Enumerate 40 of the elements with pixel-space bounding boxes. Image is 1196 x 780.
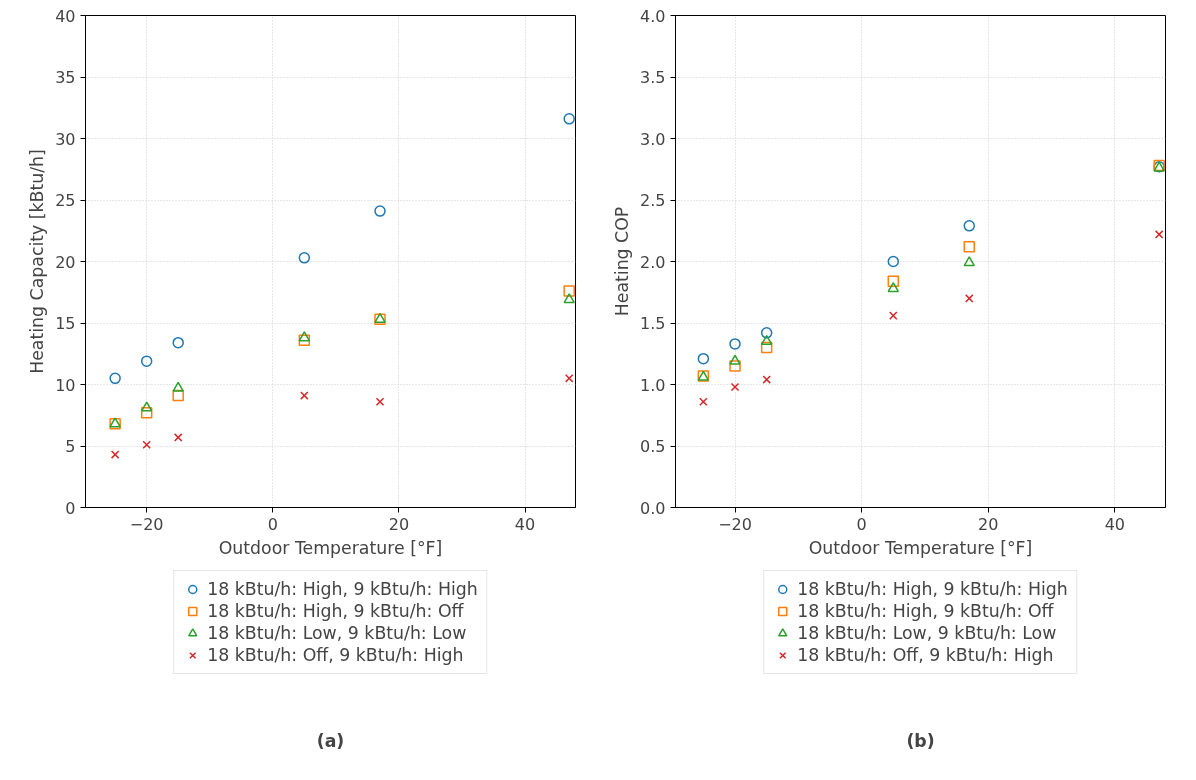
y-tick-label: 30 xyxy=(55,129,76,149)
legend-label: 18 kBtu/h: Off, 9 kBtu/h: High xyxy=(797,645,1054,665)
y-tick-label: 10 xyxy=(55,375,76,395)
x-axis-title: Outdoor Temperature [°F] xyxy=(808,537,1033,558)
y-tick-label: 1.0 xyxy=(640,375,666,395)
y-tick-label: 25 xyxy=(55,191,76,210)
legend-label: 18 kBtu/h: Low, 9 kBtu/h: Low xyxy=(207,623,467,643)
text: (a) xyxy=(316,730,345,751)
x-axis-title: Outdoor Temperature [°F] xyxy=(218,537,443,558)
y-tick-label: 35 xyxy=(55,68,76,87)
y-tick-label: 0.0 xyxy=(640,498,666,518)
y-tick-label: 5 xyxy=(65,437,76,456)
x-tick-label: 0 xyxy=(267,514,278,534)
y-tick-label: 4.0 xyxy=(640,6,666,26)
y-tick-label: 40 xyxy=(55,6,76,26)
x-tick-label: 20 xyxy=(978,514,999,534)
x-tick-label: −20 xyxy=(129,514,164,534)
legend-label: 18 kBtu/h: High, 9 kBtu/h: Off xyxy=(797,601,1054,621)
legend-label: 18 kBtu/h: Low, 9 kBtu/h: Low xyxy=(797,623,1057,643)
x-tick-label: 0 xyxy=(856,514,867,534)
legend-label: 18 kBtu/h: High, 9 kBtu/h: High xyxy=(797,579,1068,599)
y-tick-label: 3.0 xyxy=(640,129,666,149)
x-tick-label: 40 xyxy=(1104,514,1126,534)
x-tick-label: −20 xyxy=(718,514,752,534)
y-tick-label: 2.5 xyxy=(640,191,666,210)
text: (b) xyxy=(906,730,935,751)
y-tick-label: 20 xyxy=(55,252,76,272)
legend-label: 18 kBtu/h: High, 9 kBtu/h: High xyxy=(207,579,478,599)
y-tick-label: 1.5 xyxy=(640,314,666,333)
y-tick-label: 0.5 xyxy=(640,437,666,456)
legend-label: 18 kBtu/h: Off, 9 kBtu/h: High xyxy=(207,645,464,665)
y-tick-label: 3.5 xyxy=(640,68,666,87)
y-tick-label: 0 xyxy=(65,498,76,518)
y-axis-title: Heating COP xyxy=(612,206,633,317)
y-tick-label: 2.0 xyxy=(640,252,666,272)
legend-label: 18 kBtu/h: High, 9 kBtu/h: Off xyxy=(207,601,464,621)
x-tick-label: 20 xyxy=(388,514,410,534)
x-tick-label: 40 xyxy=(514,514,536,534)
y-axis-title: Heating Capacity [kBtu/h] xyxy=(27,149,48,374)
y-tick-label: 15 xyxy=(55,314,76,333)
